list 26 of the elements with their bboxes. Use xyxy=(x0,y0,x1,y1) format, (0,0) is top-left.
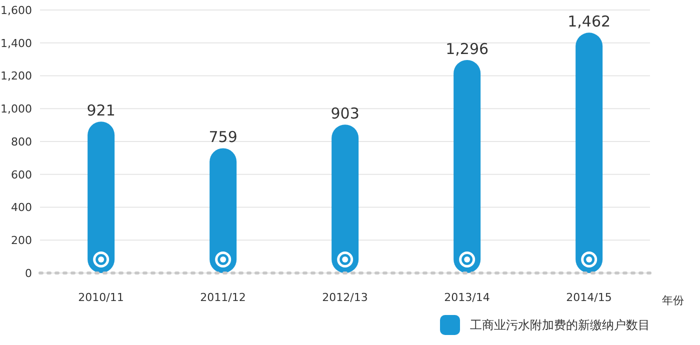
y-tick-label: 0 xyxy=(25,266,32,280)
text: 759 xyxy=(208,128,238,146)
text: 1,296 xyxy=(446,40,489,58)
y-tick-label: 1,200 xyxy=(0,70,32,83)
y-tick-label: 1,000 xyxy=(0,102,32,116)
bar xyxy=(210,148,237,273)
x-tick-label: 2014/15 xyxy=(566,290,612,304)
text: 921 xyxy=(86,102,116,120)
y-tick-label: 600 xyxy=(11,168,32,182)
x-tick-label: 2013/14 xyxy=(444,290,490,304)
legend-label: 工商业污水附加费的新缴纳户数目 xyxy=(470,316,650,334)
text: 903 xyxy=(330,104,360,123)
bar xyxy=(576,32,603,273)
x-tick-label: 2011/12 xyxy=(200,290,246,304)
text: 1,462 xyxy=(568,12,611,31)
y-tick-label: 400 xyxy=(11,201,32,214)
bar xyxy=(332,124,359,273)
y-tick-label: 1,600 xyxy=(0,4,32,17)
y-tick-label: 800 xyxy=(11,135,32,148)
bar xyxy=(88,122,115,273)
y-tick-label: 200 xyxy=(11,234,32,248)
y-tick-label: 1,400 xyxy=(0,36,32,50)
bar xyxy=(454,60,481,273)
x-tick-label: 2012/13 xyxy=(322,290,368,304)
x-tick-label: 2010/11 xyxy=(78,290,124,304)
x-axis-title: 年份 xyxy=(662,294,684,307)
